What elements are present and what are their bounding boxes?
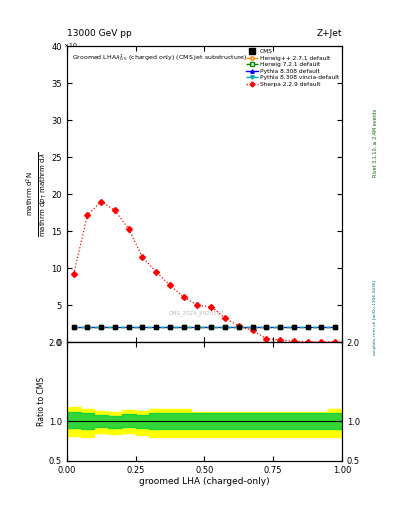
Text: $\times10$: $\times10$ (63, 41, 77, 49)
Y-axis label: $\mathrm{mathrm\ d}^2\mathrm{N}$
$\overline{\mathrm{mathrm\ d}p_{\mathrm{T}}\ \m: $\mathrm{mathrm\ d}^2\mathrm{N}$ $\overl… (24, 152, 49, 237)
Legend: CMS, Herwig++ 2.7.1 default, Herwig 7.2.1 default, Pythia 8.308 default, Pythia : CMS, Herwig++ 2.7.1 default, Herwig 7.2.… (245, 48, 340, 88)
X-axis label: groomed LHA (charged-only): groomed LHA (charged-only) (139, 477, 270, 486)
Y-axis label: Ratio to CMS: Ratio to CMS (37, 377, 46, 426)
Text: 13000 GeV pp: 13000 GeV pp (67, 29, 132, 38)
Text: mcplots.cern.ch [arXiv:1306.3436]: mcplots.cern.ch [arXiv:1306.3436] (373, 280, 377, 355)
Text: Rivet 3.1.10, ≥ 2.4M events: Rivet 3.1.10, ≥ 2.4M events (373, 109, 378, 178)
Text: Groomed LHA$\lambda^{1}_{0.5}$ (charged only) (CMS jet substructure): Groomed LHA$\lambda^{1}_{0.5}$ (charged … (72, 52, 248, 63)
Text: CMS_2024_JI920187: CMS_2024_JI920187 (169, 310, 224, 316)
Text: Z+Jet: Z+Jet (316, 29, 342, 38)
